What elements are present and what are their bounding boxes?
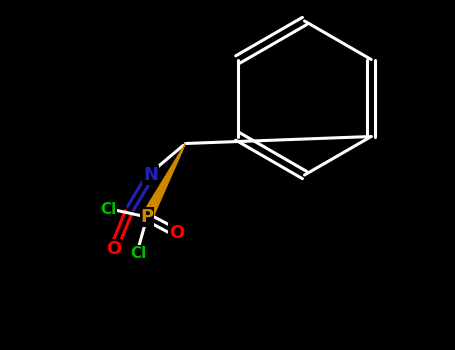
Text: Cl: Cl [101,203,116,217]
Text: P: P [141,208,154,226]
Text: O: O [106,239,121,258]
Polygon shape [142,144,186,219]
Text: N: N [143,166,158,184]
Text: Cl: Cl [130,246,147,261]
Text: O: O [169,224,184,242]
